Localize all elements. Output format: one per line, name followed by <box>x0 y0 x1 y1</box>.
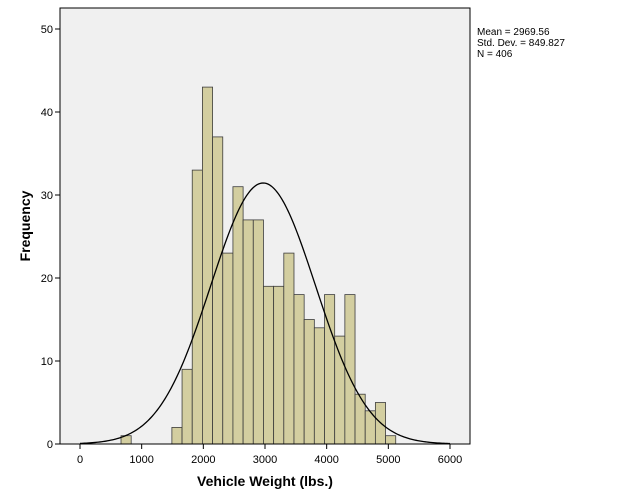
histogram-bar <box>313 327 325 445</box>
y-tick-label: 30 <box>41 190 53 202</box>
x-tick-label: 3000 <box>253 454 277 466</box>
y-tick-label: 50 <box>41 24 53 36</box>
histogram-bar <box>202 86 213 445</box>
x-tick-label: 6000 <box>438 454 462 466</box>
x-tick-label: 5000 <box>376 454 400 466</box>
y-tick-label: 0 <box>47 439 53 451</box>
histogram-bar <box>171 426 183 445</box>
histogram-bar <box>273 285 285 445</box>
histogram-bar <box>334 335 346 445</box>
histogram-bar <box>252 219 264 445</box>
histogram-bar <box>212 136 224 445</box>
y-tick-label: 10 <box>41 356 53 368</box>
y-ticks-group: 0 10 20 30 40 50 <box>41 24 60 451</box>
histogram-bar <box>191 169 203 445</box>
histogram-bar <box>181 368 193 445</box>
x-tick-label: 4000 <box>314 454 338 466</box>
mean-label: Mean = 2969.56 <box>477 27 550 38</box>
x-axis-title: Vehicle Weight (lbs.) <box>197 473 333 489</box>
std-dev-label: Std. Dev. = 849.827 <box>477 38 565 49</box>
x-tick-label: 0 <box>77 454 83 466</box>
y-axis-title: Frequency <box>17 190 33 261</box>
x-tick-label: 1000 <box>129 454 153 466</box>
y-tick-label: 20 <box>41 273 53 285</box>
x-ticks-group: 0 1000 2000 3000 4000 5000 6000 <box>77 444 462 466</box>
histogram-bar <box>293 294 305 445</box>
y-tick-label: 40 <box>41 107 53 119</box>
histogram-bar <box>263 285 275 445</box>
histogram-bar <box>242 219 254 445</box>
histogram-bar <box>385 435 397 445</box>
normal-curve <box>79 182 451 445</box>
histogram-bar <box>303 319 315 445</box>
histogram-bar <box>232 186 244 445</box>
statistics-legend: Mean = 2969.56 Std. Dev. = 849.827 N = 4… <box>477 27 565 60</box>
histogram-bar <box>222 252 234 445</box>
histogram-bar <box>283 252 295 445</box>
n-label: N = 406 <box>477 49 513 60</box>
x-tick-label: 2000 <box>191 454 215 466</box>
